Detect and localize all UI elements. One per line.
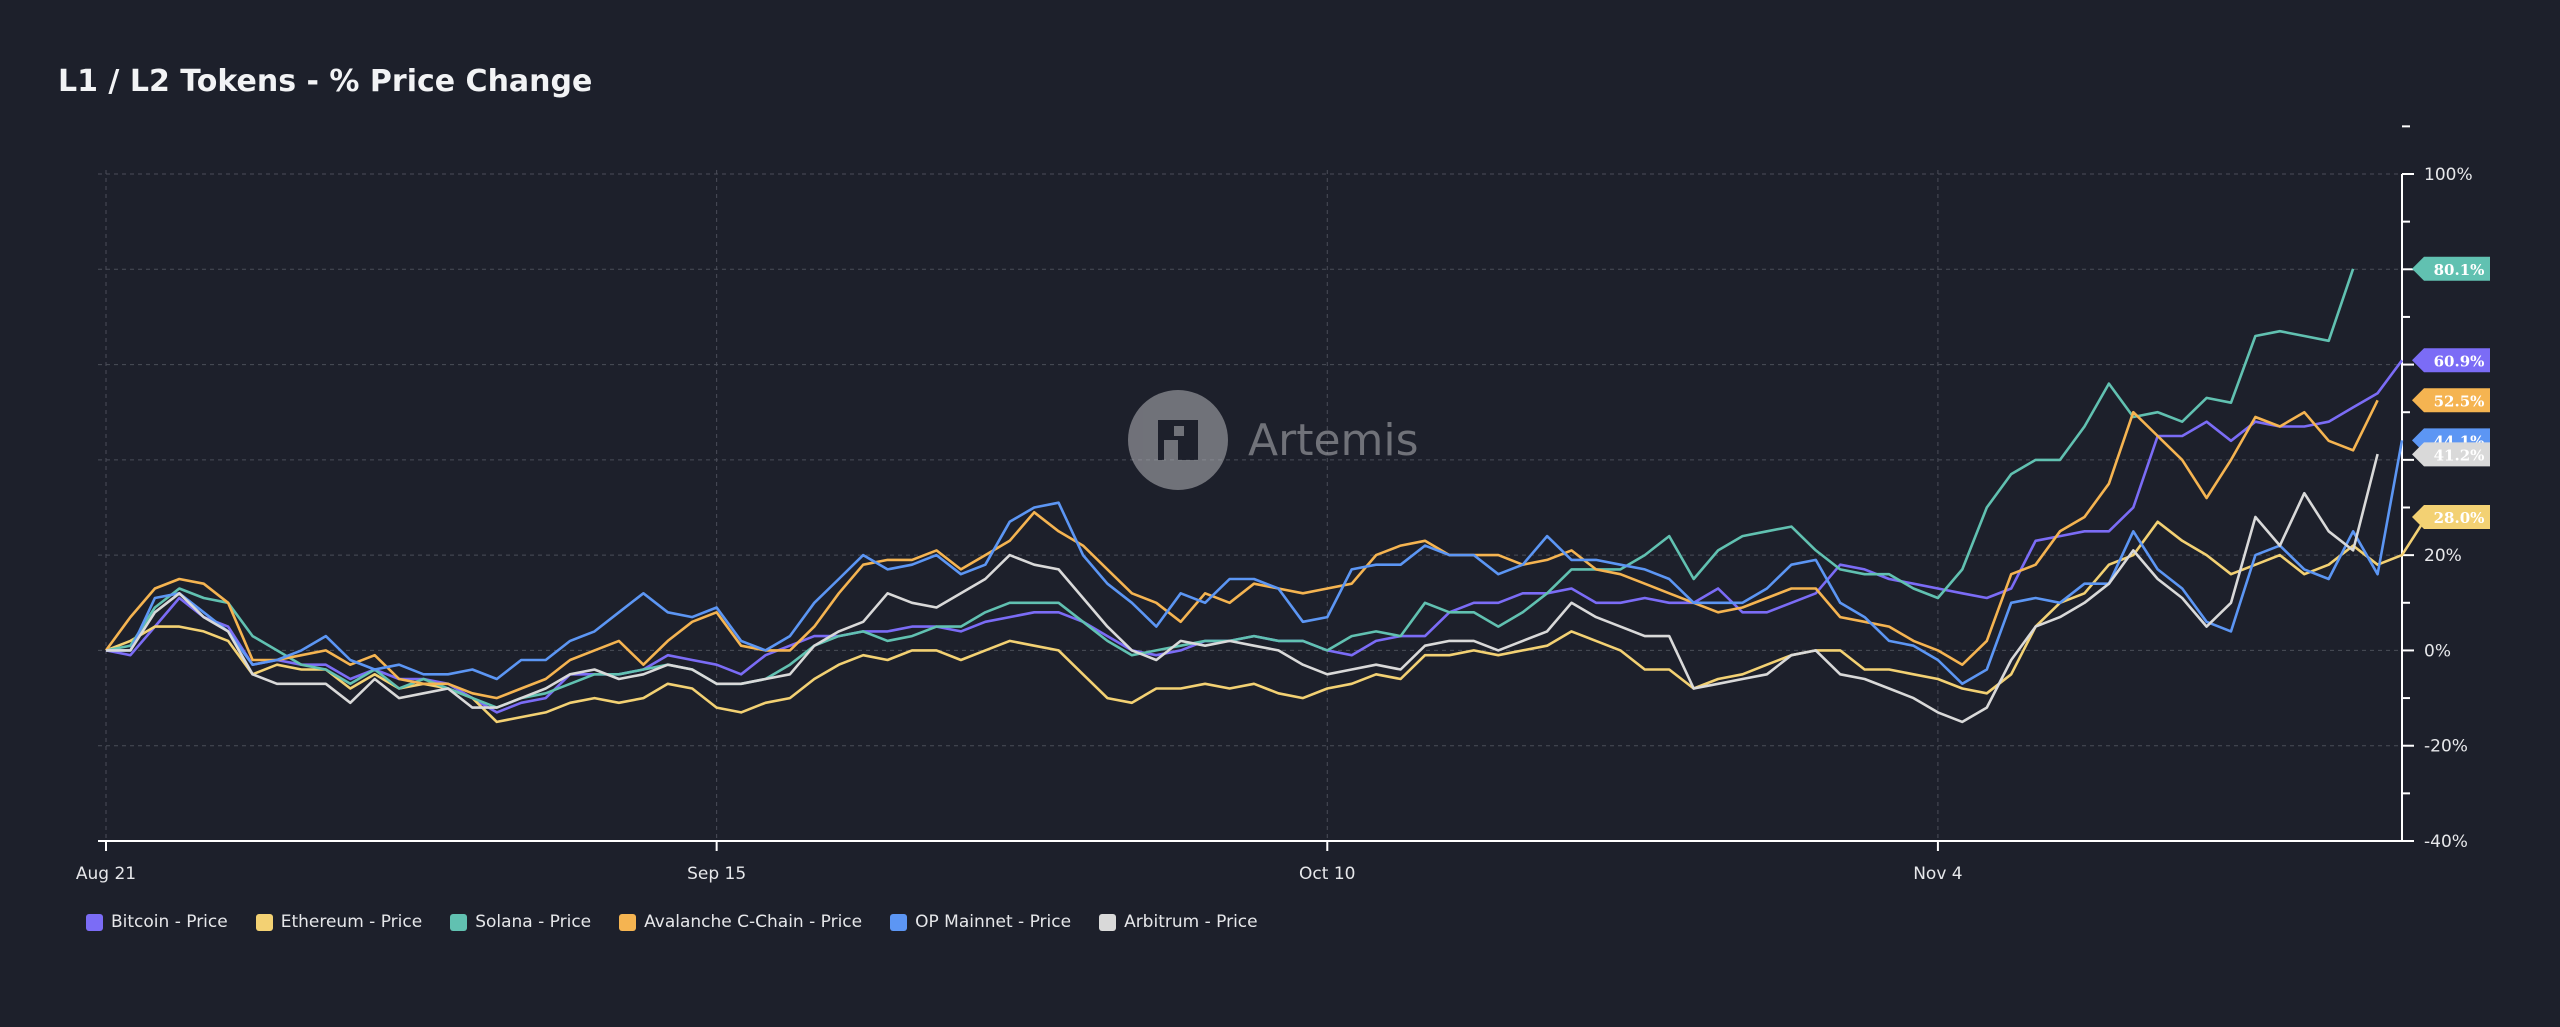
legend-item[interactable]: Avalanche C-Chain - Price: [619, 912, 862, 932]
artemis-watermark: Artemis: [1128, 390, 1419, 490]
artemis-logo-icon: [1128, 390, 1228, 490]
legend-item[interactable]: Solana - Price: [450, 912, 591, 932]
y-tick-label: 100%: [2424, 165, 2473, 185]
x-tick-label: Oct 10: [1299, 864, 1355, 884]
end-value-label: 80.1%: [2434, 261, 2485, 279]
legend-swatch: [890, 913, 908, 931]
end-value-tag: [2412, 348, 2490, 373]
x-tick-label: Aug 21: [76, 864, 136, 884]
legend-label: Arbitrum - Price: [1124, 912, 1258, 932]
legend-label: Ethereum - Price: [280, 912, 423, 932]
legend-swatch: [86, 913, 103, 931]
legend-swatch: [450, 913, 468, 931]
y-tick-label: 20%: [2424, 546, 2462, 566]
y-tick-label: -20%: [2424, 737, 2468, 757]
legend-item[interactable]: OP Mainnet - Price: [890, 912, 1071, 932]
legend-swatch: [1099, 913, 1117, 931]
x-tick-label: Nov 4: [1913, 864, 1962, 884]
legend-item[interactable]: Arbitrum - Price: [1099, 912, 1258, 932]
end-value-label: 28.0%: [2434, 509, 2485, 527]
x-tick-label: Sep 15: [687, 864, 746, 884]
legend-label: Bitcoin - Price: [111, 912, 228, 932]
series-line: [105, 516, 2428, 724]
legend-item[interactable]: Ethereum - Price: [255, 912, 423, 932]
end-value-tag: [2412, 442, 2490, 467]
end-value-tag: [2412, 505, 2490, 530]
legend-swatch: [619, 913, 637, 931]
series-line: [104, 399, 2379, 700]
legend-item[interactable]: Bitcoin - Price: [86, 912, 228, 932]
series-line: [106, 440, 2404, 686]
legend-label: OP Mainnet - Price: [915, 912, 1072, 932]
y-tick-label: 0%: [2424, 641, 2451, 661]
y-tick-label: -40%: [2424, 832, 2468, 852]
chart-title: L1 / L2 Tokens - % Price Change: [58, 64, 593, 99]
end-value-tag: [2412, 388, 2490, 413]
end-value-tag: [2412, 256, 2490, 281]
chart-legend: Bitcoin - Price Ethereum - Price Solana - …: [86, 912, 1258, 932]
series-line: [106, 453, 2379, 724]
end-value-label: 41.2%: [2434, 446, 2485, 464]
end-value-label: 60.9%: [2434, 352, 2485, 370]
end-value-label: 52.5%: [2434, 392, 2485, 410]
legend-label: Avalanche C-Chain - Price: [644, 912, 863, 932]
watermark-text: Artemis: [1248, 414, 1419, 466]
legend-label: Solana - Price: [475, 912, 592, 932]
legend-swatch: [255, 913, 273, 931]
